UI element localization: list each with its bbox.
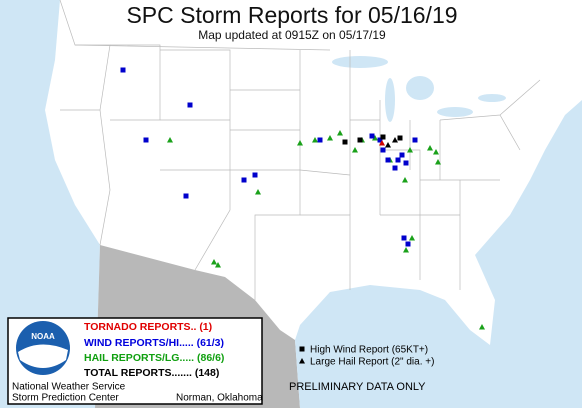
report-marker [380,147,386,153]
report-marker [380,134,386,140]
logo-wave [18,344,68,368]
report-marker [143,137,149,143]
report-marker [395,157,401,163]
report-marker [357,137,363,143]
report-marker [183,193,189,199]
wind-legend: WIND REPORTS/HI..... (61/3) [84,337,224,349]
subtitle: Map updated at 0915Z on 05/17/19 [198,28,386,42]
report-marker [241,177,247,183]
report-marker [412,137,418,143]
report-marker [392,165,398,171]
great-lakes [332,56,506,122]
hail-legend: HAIL REPORTS/LG..... (86/6) [84,352,224,364]
report-marker [120,67,126,73]
agency-line: National Weather Service [12,382,126,393]
report-marker [369,133,375,139]
state-borders [59,0,541,300]
title: SPC Storm Reports for 05/16/19 [126,2,457,28]
footer-note: PRELIMINARY DATA ONLY [289,381,426,393]
report-marker [252,172,258,178]
key-high-wind: High Wind Report (65KT+) [310,345,428,356]
report-marker [401,235,407,241]
report-marker [405,241,411,247]
pacific-ocean [0,0,100,408]
agency-line: Storm Prediction Center [12,393,119,404]
report-marker [317,137,323,143]
total-legend: TOTAL REPORTS....... (148) [84,367,219,379]
report-marker [187,102,193,108]
gulf-atlantic [295,100,582,408]
logo-text: NOAA [31,332,55,341]
agency-city: Norman, Oklahoma [176,393,263,404]
report-marker [399,152,405,158]
key-large-hail: Large Hail Report (2" dia. +) [310,357,434,368]
report-marker [342,139,348,145]
report-marker [397,135,403,141]
report-marker [403,160,409,166]
tornado-legend: TORNADO REPORTS.. (1) [84,321,212,333]
key-high-wind-symbol [299,346,305,352]
report-marker [385,157,391,163]
